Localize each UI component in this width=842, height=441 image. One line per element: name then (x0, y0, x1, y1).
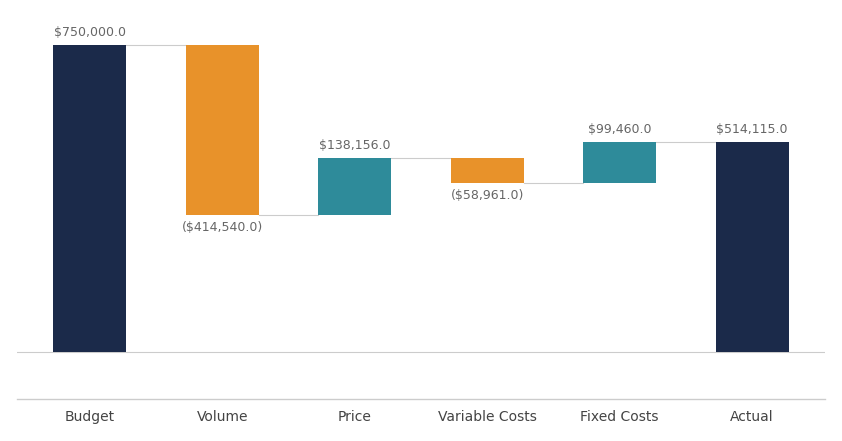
Text: $750,000.0: $750,000.0 (54, 26, 125, 39)
Bar (318, 158, 392, 215)
Bar (450, 158, 524, 183)
Text: $138,156.0: $138,156.0 (319, 139, 391, 152)
Text: ($58,961.0): ($58,961.0) (450, 189, 524, 202)
Text: $514,115.0: $514,115.0 (717, 123, 788, 136)
Bar (53, 45, 126, 352)
Bar (716, 142, 789, 352)
Text: ($414,540.0): ($414,540.0) (182, 221, 263, 234)
Text: $99,460.0: $99,460.0 (588, 123, 652, 136)
Bar (186, 45, 258, 215)
Bar (584, 142, 656, 183)
